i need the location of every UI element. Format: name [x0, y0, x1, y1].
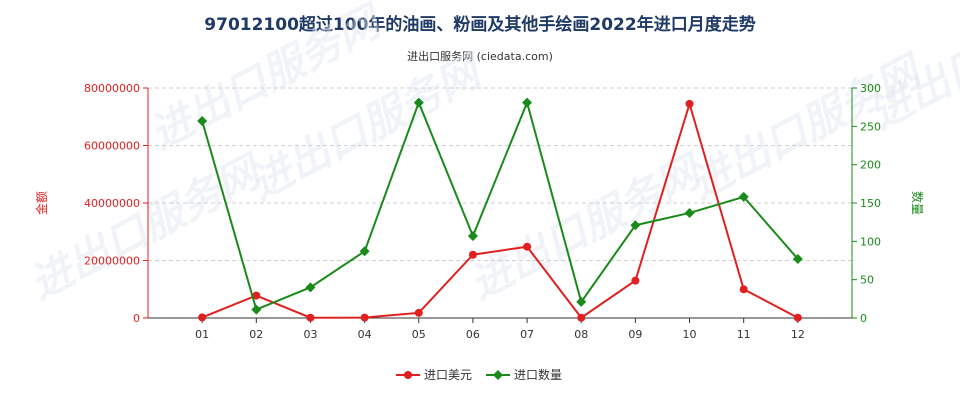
x-axis-tick-label: 09	[628, 328, 642, 341]
x-axis-tick-label: 08	[574, 328, 588, 341]
x-axis-tick-label: 10	[683, 328, 697, 341]
x-axis-tick-label: 05	[412, 328, 426, 341]
x-axis-tick-label: 03	[303, 328, 317, 341]
x-axis-tick-label: 04	[358, 328, 372, 341]
right-axis-tick-label: 150	[860, 197, 881, 210]
data-point	[793, 313, 802, 322]
series-line	[201, 99, 799, 311]
data-point	[577, 313, 586, 322]
data-point	[305, 282, 316, 293]
chart-subtitle: 进出口服务网 (ciedata.com)	[407, 50, 553, 63]
x-axis-tick-label: 12	[791, 328, 805, 341]
data-point	[576, 296, 587, 307]
right-axis-tick-label: 50	[860, 274, 874, 287]
left-axis-tick-label: 80000000	[84, 82, 140, 95]
data-point	[306, 313, 315, 322]
left-axis-tick-label: 60000000	[84, 140, 140, 153]
data-point	[685, 99, 694, 108]
data-point	[739, 285, 748, 294]
axes: 020000000400000006000000080000000金额05010…	[34, 82, 925, 341]
right-axis-tick-label: 250	[860, 120, 881, 133]
right-axis-tick-label: 300	[860, 82, 881, 95]
legend-item: 进口美元	[396, 368, 472, 382]
left-axis-tick-label: 40000000	[84, 197, 140, 210]
data-point	[252, 291, 261, 300]
data-point	[413, 97, 424, 108]
x-axis-tick-label: 06	[466, 328, 480, 341]
left-axis-tick-label: 20000000	[84, 255, 140, 268]
legend: 进口美元 进口数量	[396, 367, 562, 382]
chart-title: 97012100超过100年的油画、粉画及其他手绘画2022年进口月度走势	[204, 15, 756, 35]
series-2	[197, 97, 803, 315]
x-axis-tick-label: 01	[195, 328, 209, 341]
data-point	[684, 207, 695, 218]
data-point	[630, 220, 641, 231]
legend-marker	[493, 370, 503, 380]
data-point	[522, 97, 533, 108]
data-point	[467, 230, 478, 241]
x-axis-tick-label: 02	[249, 328, 263, 341]
data-point	[197, 115, 208, 126]
data-point	[359, 246, 370, 257]
data-point	[251, 304, 262, 315]
left-axis-tick-label: 0	[133, 312, 140, 325]
series-line	[201, 100, 799, 320]
legend-item: 进口数量	[486, 367, 562, 382]
right-axis-tick-label: 200	[860, 159, 881, 172]
data-point	[523, 242, 532, 251]
data-point	[198, 313, 207, 322]
data-point	[792, 253, 803, 264]
legend-label: 进口美元	[424, 368, 472, 382]
watermark-text: 进出口服务网	[22, 144, 273, 308]
right-axis-tick-label: 0	[860, 312, 867, 325]
series-1	[198, 99, 802, 322]
x-axis-tick-label: 07	[520, 328, 534, 341]
data-point	[414, 308, 423, 317]
data-point	[468, 250, 477, 259]
data-point	[738, 191, 749, 202]
right-axis-tick-label: 100	[860, 235, 881, 248]
legend-label: 进口数量	[514, 367, 562, 382]
series-layer	[197, 97, 803, 322]
data-point	[360, 313, 369, 322]
x-axis-tick-label: 11	[737, 328, 751, 341]
right-axis-title: 数量	[910, 191, 925, 215]
data-point	[631, 276, 640, 285]
legend-marker	[404, 371, 412, 379]
left-axis-title: 金额	[34, 191, 49, 215]
